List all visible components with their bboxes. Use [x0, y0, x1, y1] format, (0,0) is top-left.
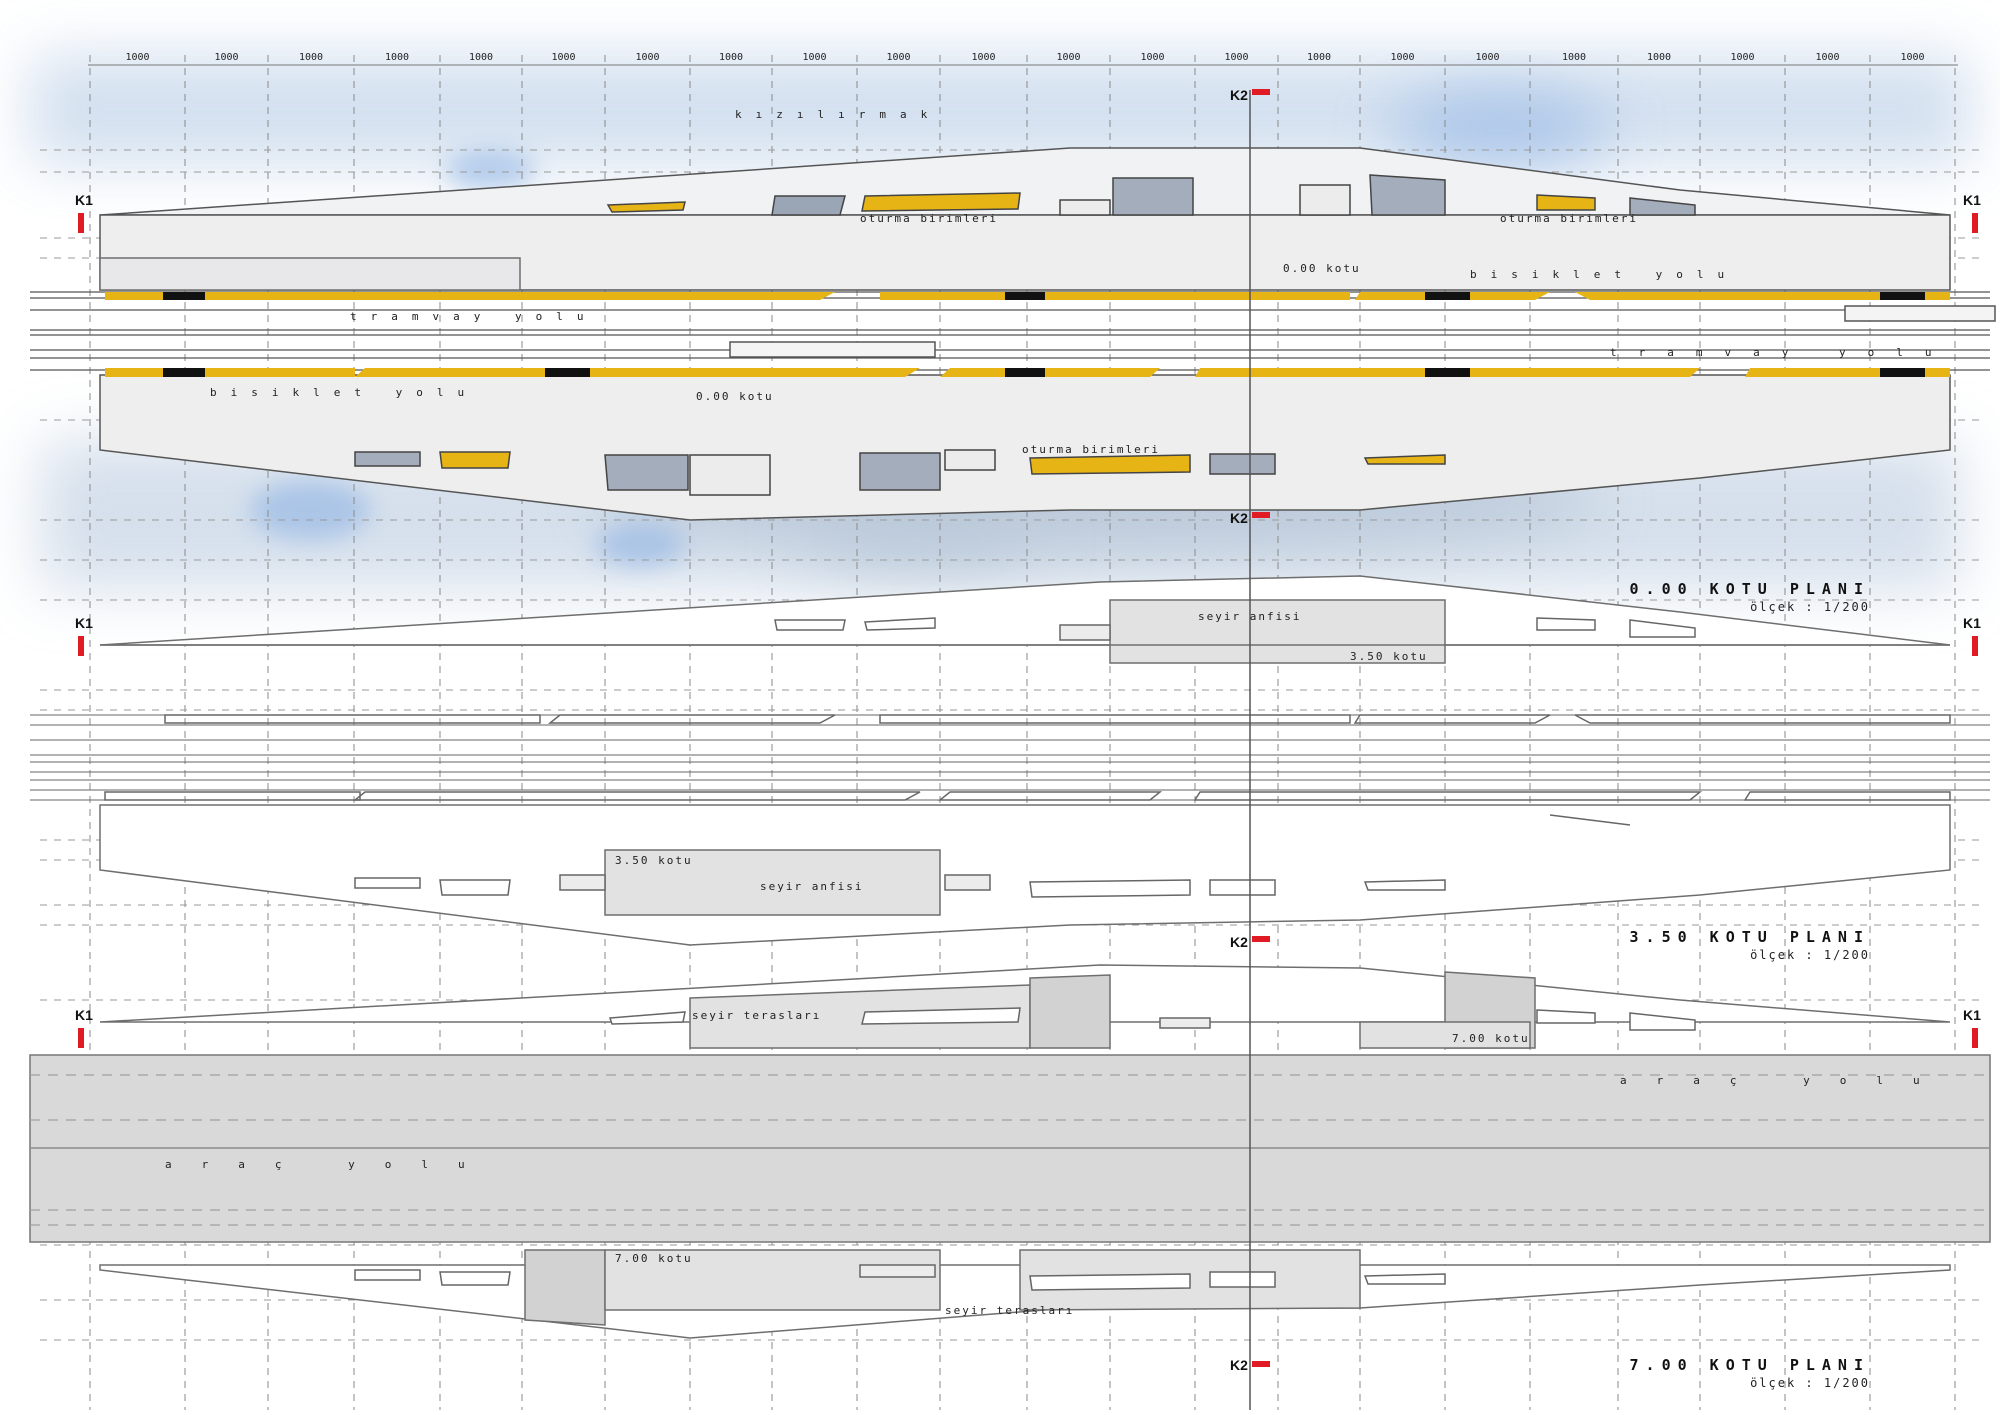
- dimension-label: 1000: [1224, 52, 1248, 63]
- plan-title: 0.00 KOTU PLANI: [1630, 580, 1870, 598]
- k2-tick: [1252, 936, 1270, 942]
- k2-label: K2: [1230, 934, 1248, 950]
- bike-lane-label: bisiklet yolu: [1470, 268, 1738, 281]
- k1-tick: [1972, 213, 1978, 233]
- tram-label: tramvay yolu: [350, 310, 597, 323]
- plan-700-top-elements: [608, 1007, 1696, 1031]
- dimension-label: 1000: [551, 52, 575, 63]
- k1-label: K1: [1963, 192, 1981, 208]
- k1-label: K1: [1963, 1007, 1981, 1023]
- dimension-label: 1000: [1815, 52, 1839, 63]
- k2-tick: [1252, 89, 1270, 95]
- level-label: 0.00 kotu: [1283, 262, 1361, 275]
- dimension-label: 1000: [1056, 52, 1080, 63]
- plan-350-drawing: [30, 575, 1990, 946]
- dimension-label: 1000: [1307, 52, 1331, 63]
- level-label: 7.00 kotu: [1452, 1032, 1530, 1045]
- k1-label: K1: [75, 615, 93, 631]
- plan-350-top-gray: [1109, 599, 1446, 664]
- dimension-label: 1000: [1647, 52, 1671, 63]
- plan-700-terrace-top-2: [1029, 974, 1111, 1049]
- dimension-label: 1000: [299, 52, 323, 63]
- bike-lane-top: [105, 292, 1950, 300]
- plan-700-terrace-bottom-1: [524, 1249, 606, 1326]
- dimension-label: 1000: [635, 52, 659, 63]
- seating-label: oturma birimleri: [1500, 212, 1638, 225]
- k2-label: K2: [1230, 87, 1248, 103]
- plan-700-bottom-elements: [354, 1264, 1446, 1291]
- k1-label: K1: [75, 1007, 93, 1023]
- plan-scale: ölçek : 1/200: [1750, 948, 1870, 962]
- level-label: 3.50 kotu: [615, 854, 693, 867]
- plan-700-terrace-bottom-2: [604, 1249, 941, 1311]
- road-label: araç yolu: [165, 1158, 495, 1171]
- plan-scale: ölçek : 1/200: [1750, 600, 1870, 614]
- k2-label: K2: [1230, 1357, 1248, 1373]
- level-label: 0.00 kotu: [696, 390, 774, 403]
- tram-vehicle: [1844, 305, 1996, 322]
- seating-label: oturma birimleri: [860, 212, 998, 225]
- amphi-label: seyir anfisi: [1198, 610, 1301, 623]
- level-label: 7.00 kotu: [615, 1252, 693, 1265]
- plan-350-elements: [354, 617, 1696, 898]
- plan-title: 7.00 KOTU PLANI: [1630, 1356, 1870, 1374]
- amphi-label: seyir anfisi: [760, 880, 863, 893]
- k2-tick: [1252, 512, 1270, 518]
- dimension-label: 1000: [719, 52, 743, 63]
- level-label: 3.50 kotu: [1350, 650, 1428, 663]
- k2-label: K2: [1230, 510, 1248, 526]
- section-marker-k1: K1 K1 K1 K1 K1 K1: [75, 192, 1981, 1048]
- plan-700-level-box: [1359, 1021, 1531, 1049]
- plan-350-bottom-outline: [99, 804, 1951, 946]
- dimension-label: 1000: [385, 52, 409, 63]
- plan-0-top-elements: [606, 174, 1696, 216]
- tram-label: tramvay yolu: [1610, 346, 1953, 359]
- dimension-label: 1000: [886, 52, 910, 63]
- plan-350-bottom-gray: [604, 849, 941, 916]
- section-marker-k2: K2 K2 K2 K2: [1230, 87, 1270, 1373]
- dimension-label: 1000: [469, 52, 493, 63]
- dimension-label: 1000: [214, 52, 238, 63]
- dimension-label: 1000: [1390, 52, 1414, 63]
- dimension-label: 1000: [1140, 52, 1164, 63]
- dimension-label: 1000: [802, 52, 826, 63]
- k1-label: K1: [75, 192, 93, 208]
- plan-350-bands: [104, 714, 1951, 801]
- plan-700-drawing: [29, 964, 1991, 1339]
- terrace-label: seyir terasları: [692, 1009, 821, 1022]
- k1-label: K1: [1963, 615, 1981, 631]
- k1-tick: [78, 1028, 84, 1048]
- plan-0-drawing: [30, 147, 1996, 521]
- terrace-label: seyir terasları: [945, 1304, 1074, 1317]
- plan-0-top-strip: [99, 257, 521, 291]
- dimension-label: 1000: [1900, 52, 1924, 63]
- plan-scale: ölçek : 1/200: [1750, 1376, 1870, 1390]
- k1-tick: [78, 213, 84, 233]
- dimension-label: 1000: [1562, 52, 1586, 63]
- bike-lane-bottom: [105, 368, 1950, 377]
- river-label: kızılırmak: [735, 108, 941, 121]
- k1-tick: [1972, 1028, 1978, 1048]
- plan-350-rails: [30, 714, 1990, 801]
- plan-0-bottom-promenade: [99, 374, 1951, 521]
- bike-lane-label: bisiklet yolu: [210, 386, 478, 399]
- dimension-label: 1000: [1475, 52, 1499, 63]
- plan-0-bottom-elements: [354, 449, 1446, 496]
- dimension-row: 1000 1000 1000 1000 1000 1000 1000 1000 1000 1000…: [125, 52, 1924, 63]
- road-label: araç yolu: [1620, 1074, 1950, 1087]
- k1-tick: [1972, 636, 1978, 656]
- seating-label: oturma birimleri: [1022, 443, 1160, 456]
- tram-vehicle: [729, 341, 936, 358]
- dimension-label: 1000: [971, 52, 995, 63]
- road-lines: [30, 1074, 1990, 1226]
- k1-tick: [78, 636, 84, 656]
- dimension-label: 1000: [1730, 52, 1754, 63]
- plan-title: 3.50 KOTU PLANI: [1630, 928, 1870, 946]
- k2-tick: [1252, 1361, 1270, 1367]
- dimension-label: 1000: [125, 52, 149, 63]
